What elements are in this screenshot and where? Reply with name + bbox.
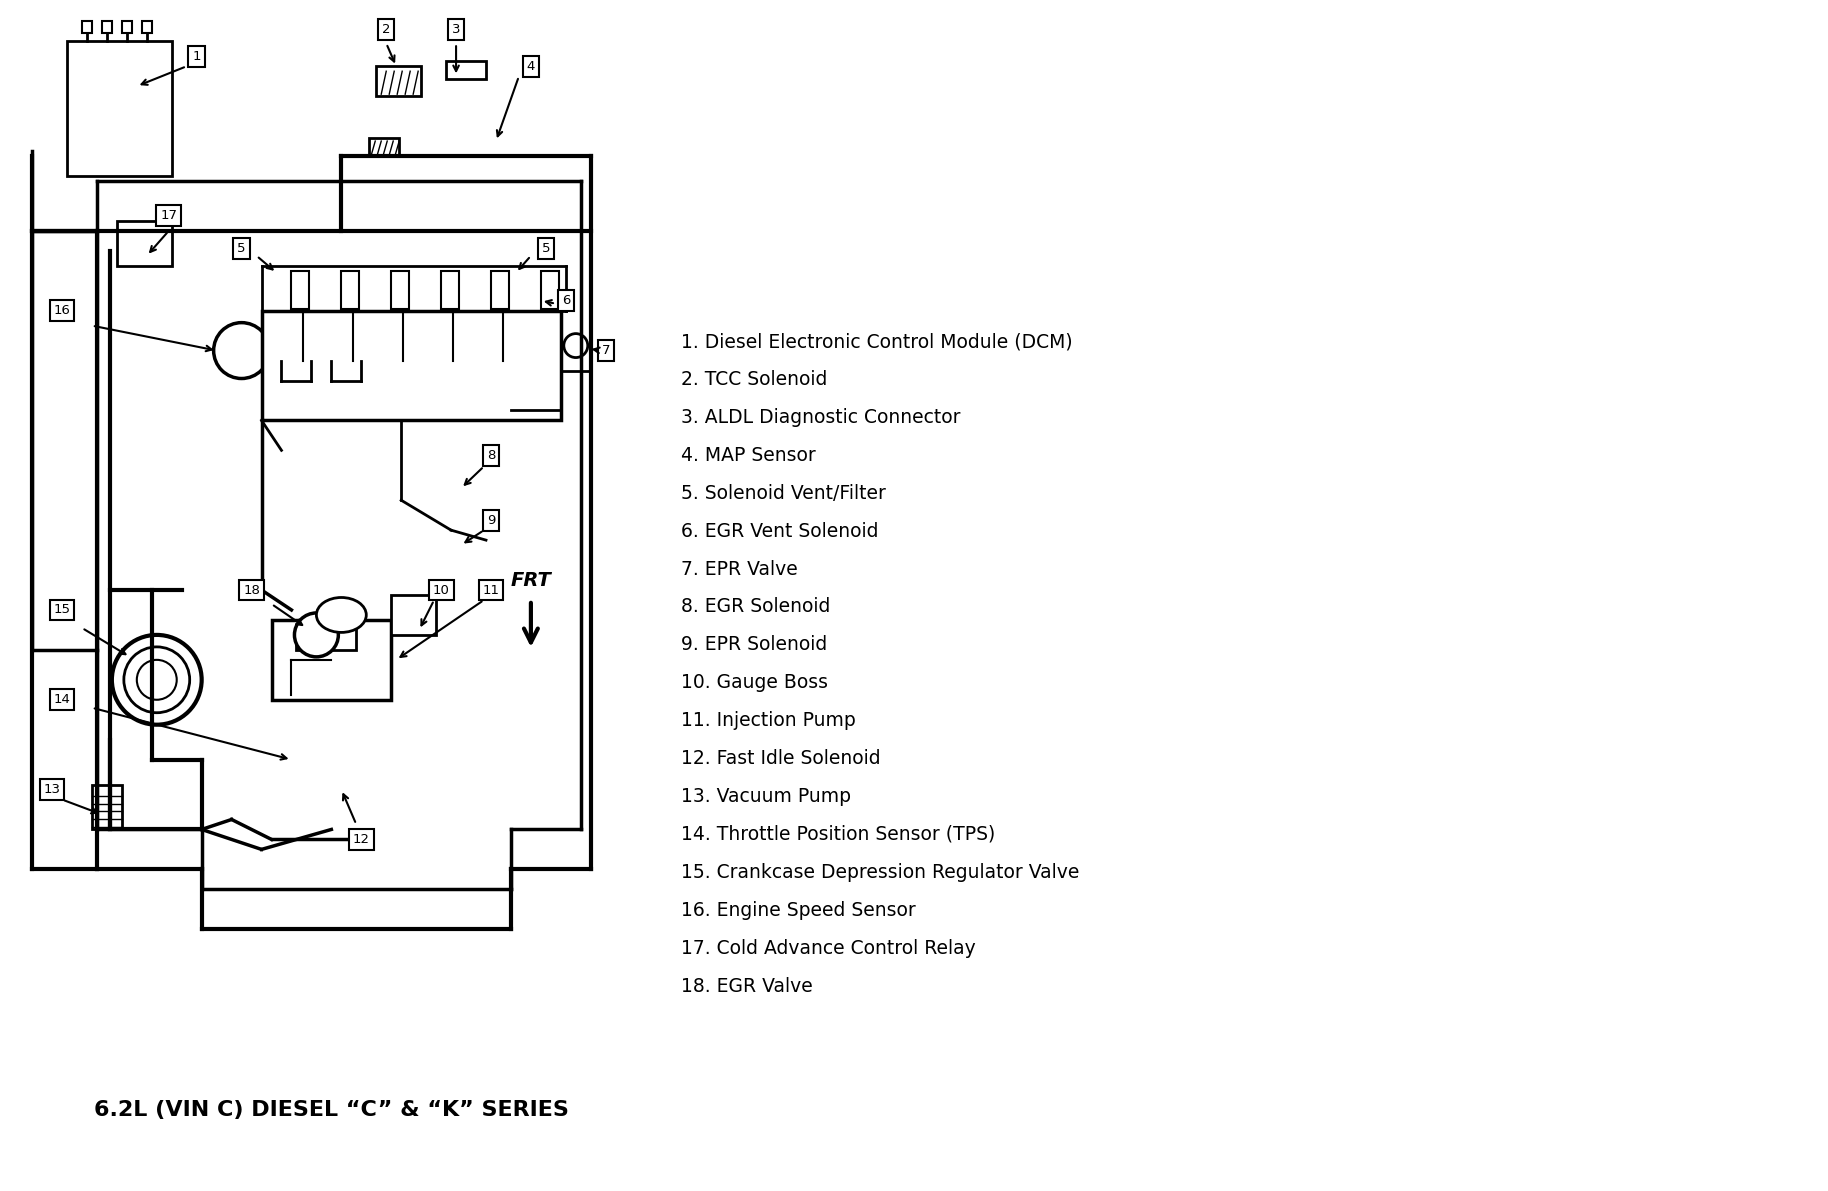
Text: 18. EGR Valve: 18. EGR Valve (680, 977, 812, 996)
Bar (492, 270, 508, 308)
Text: 2. TCC Solenoid: 2. TCC Solenoid (680, 370, 826, 389)
Text: 17. Cold Advance Control Relay: 17. Cold Advance Control Relay (680, 939, 976, 958)
Text: 13: 13 (44, 782, 60, 796)
Circle shape (214, 323, 269, 379)
Bar (296, 625, 356, 650)
Text: 11. Injection Pump: 11. Injection Pump (680, 711, 856, 730)
Text: 6.2L (VIN C) DIESEL “C” & “K” SERIES: 6.2L (VIN C) DIESEL “C” & “K” SERIES (93, 1099, 569, 1120)
Bar (446, 61, 486, 80)
Bar (143, 21, 152, 33)
Text: 5: 5 (541, 242, 550, 255)
Text: 10: 10 (433, 584, 450, 597)
Text: 6: 6 (561, 294, 570, 307)
Text: 3. ALDL Diagnostic Connector: 3. ALDL Diagnostic Connector (680, 407, 960, 426)
Circle shape (563, 333, 589, 357)
Circle shape (112, 635, 201, 724)
Text: FRT: FRT (510, 570, 552, 590)
Text: 9. EPR Solenoid: 9. EPR Solenoid (680, 635, 826, 654)
Text: 7. EPR Valve: 7. EPR Valve (680, 560, 797, 579)
Circle shape (137, 660, 177, 700)
Bar (117, 220, 172, 266)
Text: 9: 9 (486, 513, 495, 526)
Bar (68, 42, 172, 176)
Text: 3: 3 (452, 23, 461, 36)
Text: 12: 12 (353, 833, 369, 846)
Text: 2: 2 (382, 23, 391, 36)
Text: 5: 5 (238, 242, 245, 255)
Bar (91, 785, 122, 829)
Bar (291, 270, 309, 308)
Bar (541, 270, 559, 308)
Bar (261, 311, 561, 420)
Text: 13. Vacuum Pump: 13. Vacuum Pump (680, 787, 850, 806)
Text: 15: 15 (53, 604, 71, 617)
Bar (377, 67, 420, 96)
Text: 10. Gauge Boss: 10. Gauge Boss (680, 673, 828, 692)
Text: 16. Engine Speed Sensor: 16. Engine Speed Sensor (680, 900, 916, 919)
Text: 16: 16 (53, 304, 71, 317)
Text: 8: 8 (486, 449, 495, 462)
Text: 8. EGR Solenoid: 8. EGR Solenoid (680, 598, 830, 617)
Bar (82, 21, 91, 33)
Bar (391, 270, 409, 308)
Bar (660, 121, 1799, 919)
Text: 1. Diesel Electronic Control Module (DCM): 1. Diesel Electronic Control Module (DCM… (680, 332, 1073, 351)
Text: 11: 11 (483, 584, 499, 597)
Text: 4. MAP Sensor: 4. MAP Sensor (680, 445, 815, 464)
Bar (391, 596, 437, 635)
Bar (122, 21, 132, 33)
Text: 14. Throttle Position Sensor (TPS): 14. Throttle Position Sensor (TPS) (680, 825, 994, 844)
Text: 15. Crankcase Depression Regulator Valve: 15. Crankcase Depression Regulator Valve (680, 862, 1079, 881)
Text: 18: 18 (243, 584, 260, 597)
Text: 7: 7 (601, 344, 611, 357)
Bar (272, 621, 391, 700)
Circle shape (124, 647, 190, 712)
Bar (441, 270, 459, 308)
Text: 6. EGR Vent Solenoid: 6. EGR Vent Solenoid (680, 522, 877, 541)
Bar (369, 138, 399, 156)
Text: 4: 4 (526, 60, 536, 73)
Circle shape (294, 613, 338, 657)
Bar (102, 21, 112, 33)
Text: 1: 1 (192, 50, 201, 63)
Text: 12. Fast Idle Solenoid: 12. Fast Idle Solenoid (680, 749, 879, 768)
Text: 5. Solenoid Vent/Filter: 5. Solenoid Vent/Filter (680, 484, 885, 503)
Text: 17: 17 (161, 210, 177, 223)
Text: 14: 14 (53, 693, 71, 706)
Ellipse shape (316, 598, 366, 632)
Bar (342, 270, 360, 308)
